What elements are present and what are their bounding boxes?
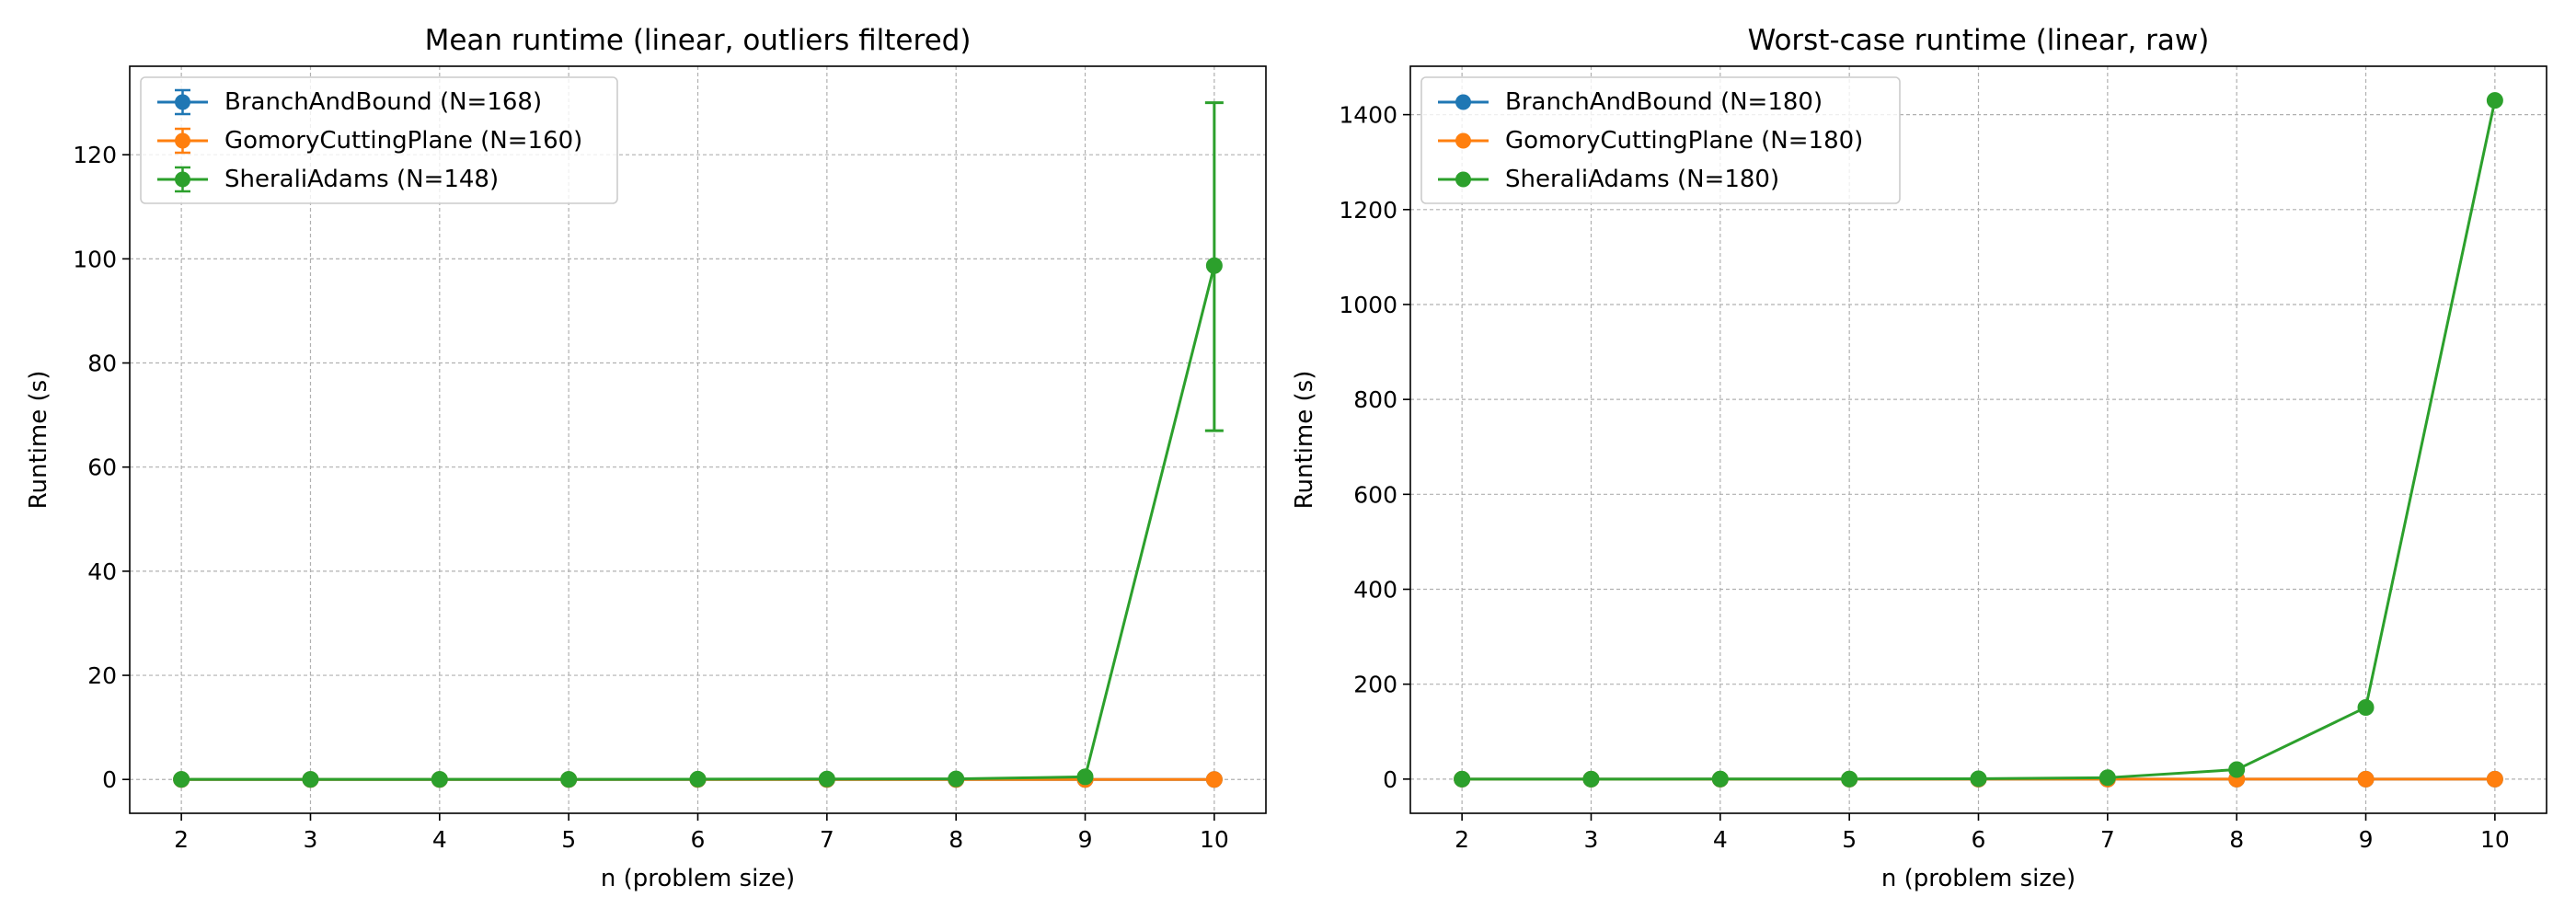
y-tick-label: 200 bbox=[1353, 672, 1397, 698]
data-point bbox=[2486, 770, 2503, 788]
chart-left-ylabel: Runtime (s) bbox=[25, 371, 52, 510]
data-point bbox=[1711, 770, 1729, 788]
legend-handle-marker bbox=[175, 171, 190, 188]
y-tick-label: 600 bbox=[1353, 481, 1397, 508]
legend-handle-marker bbox=[1455, 132, 1471, 149]
data-point bbox=[2228, 761, 2246, 778]
y-tick-label: 20 bbox=[87, 662, 117, 689]
x-tick-label: 2 bbox=[1455, 826, 1469, 853]
data-point bbox=[2099, 769, 2116, 787]
x-tick-label: 3 bbox=[304, 826, 318, 853]
chart-right-legend: BranchAndBound (N=180) GomoryCuttingPlan… bbox=[1420, 76, 1901, 204]
data-point bbox=[1970, 770, 1987, 788]
chart-right: 2 3 4 5 6 7 8 9 10 0 200 400 600 800 1000 1200 1400 Wors… bbox=[1291, 24, 2547, 892]
data-point bbox=[948, 770, 965, 788]
y-tick-label: 1400 bbox=[1339, 102, 1397, 129]
y-tick-label: 60 bbox=[87, 454, 117, 481]
x-tick-label: 2 bbox=[174, 826, 189, 853]
x-tick-label: 6 bbox=[691, 826, 706, 853]
data-point bbox=[1454, 770, 1471, 788]
x-tick-label: 10 bbox=[2480, 826, 2510, 853]
x-tick-label: 10 bbox=[1200, 826, 1229, 853]
data-point bbox=[689, 770, 707, 788]
data-point bbox=[302, 771, 319, 788]
y-tick-label: 1000 bbox=[1339, 292, 1397, 318]
data-point bbox=[1205, 257, 1223, 274]
chart-left-xlabel: n (problem size) bbox=[601, 865, 795, 892]
legend-label: BranchAndBound (N=180) bbox=[1505, 88, 1823, 116]
x-tick-label: 4 bbox=[432, 826, 447, 853]
data-point bbox=[431, 771, 448, 788]
chart-right-ylabel: Runtime (s) bbox=[1291, 371, 1318, 510]
x-tick-label: 3 bbox=[1584, 826, 1599, 853]
data-point bbox=[1582, 770, 1600, 788]
y-tick-label: 0 bbox=[1383, 766, 1397, 793]
x-tick-label: 8 bbox=[949, 826, 963, 853]
legend-handle-marker bbox=[175, 132, 190, 149]
legend-label: SheraliAdams (N=148) bbox=[224, 166, 499, 193]
legend-label: SheraliAdams (N=180) bbox=[1505, 166, 1779, 193]
data-point bbox=[560, 771, 578, 788]
x-tick-label: 8 bbox=[2229, 826, 2244, 853]
x-tick-label: 9 bbox=[1078, 826, 1093, 853]
y-tick-label: 400 bbox=[1353, 577, 1397, 604]
legend-frame bbox=[140, 76, 618, 204]
data-point bbox=[1841, 770, 1858, 788]
legend-handle-marker bbox=[1455, 171, 1471, 188]
y-tick-label: 80 bbox=[87, 351, 117, 377]
chart-right-xlabel: n (problem size) bbox=[1881, 865, 2076, 892]
x-tick-label: 7 bbox=[820, 826, 834, 853]
x-tick-label: 5 bbox=[1842, 826, 1857, 853]
legend-label: GomoryCuttingPlane (N=160) bbox=[224, 127, 582, 155]
data-point bbox=[1076, 768, 1094, 786]
legend-frame bbox=[1420, 76, 1901, 204]
y-tick-label: 800 bbox=[1353, 386, 1397, 413]
chart-right-title: Worst-case runtime (linear, raw) bbox=[1748, 24, 2210, 57]
chart-right-ticks: 2 3 4 5 6 7 8 9 10 0 200 400 600 800 1000 1200 1400 bbox=[1339, 102, 2509, 853]
x-tick-label: 7 bbox=[2100, 826, 2115, 853]
y-tick-label: 100 bbox=[73, 246, 117, 272]
data-point bbox=[2357, 770, 2375, 788]
chart-left-series bbox=[173, 101, 1224, 788]
x-tick-label: 6 bbox=[1972, 826, 1986, 853]
data-point bbox=[2357, 698, 2375, 716]
legend-label: BranchAndBound (N=168) bbox=[224, 88, 542, 116]
data-point bbox=[173, 771, 190, 788]
x-tick-label: 4 bbox=[1713, 826, 1728, 853]
data-point bbox=[818, 770, 835, 788]
data-point bbox=[2486, 92, 2503, 109]
y-tick-label: 40 bbox=[87, 558, 117, 585]
legend-handle-marker bbox=[1455, 94, 1471, 110]
y-tick-label: 120 bbox=[73, 142, 117, 168]
y-tick-label: 1200 bbox=[1339, 197, 1397, 224]
legend-label: GomoryCuttingPlane (N=180) bbox=[1505, 127, 1863, 155]
data-point bbox=[1205, 771, 1223, 788]
chart-left-legend: BranchAndBound (N=168) GomoryCuttingPlan… bbox=[140, 76, 618, 204]
chart-right-series bbox=[1454, 92, 2503, 788]
x-tick-label: 5 bbox=[561, 826, 576, 853]
x-tick-label: 9 bbox=[2359, 826, 2374, 853]
y-tick-label: 0 bbox=[102, 766, 117, 793]
legend-handle-marker bbox=[175, 94, 190, 110]
chart-left-title: Mean runtime (linear, outliers filtered) bbox=[425, 24, 972, 57]
